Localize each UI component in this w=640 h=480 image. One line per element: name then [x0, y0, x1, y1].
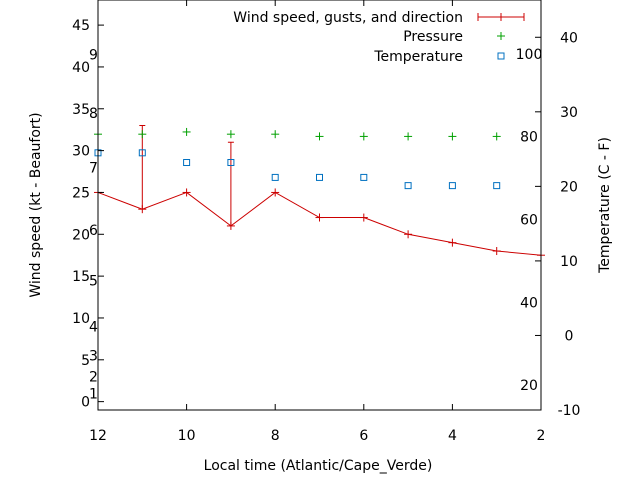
temperature-point: [316, 173, 323, 181]
y2-tick-label: 10: [560, 254, 578, 270]
y-axis-title: Wind speed (kt - Beaufort): [28, 112, 44, 297]
beaufort-label: 4: [89, 319, 98, 335]
gust-bar: [139, 125, 146, 210]
y-tick-label: 40: [72, 60, 90, 76]
y2-tick-label: -10: [558, 403, 581, 419]
fahrenheit-label: 40: [520, 295, 538, 311]
beaufort-label: 2: [89, 370, 98, 386]
x-tick-label: 8: [271, 428, 280, 444]
fahrenheit-label: 80: [520, 130, 538, 146]
fahrenheit-label: 20: [520, 378, 538, 394]
fahrenheit-label: 60: [520, 212, 538, 228]
temperature-point: [138, 149, 146, 157]
wind-point: [182, 188, 191, 197]
legend-swatch-pressure: [497, 32, 505, 40]
pressure-point: [404, 132, 413, 141]
temperature-point: [227, 159, 235, 167]
y-tick-label: 35: [72, 102, 90, 118]
x-axis-title: Local time (Atlantic/Cape_Verde): [204, 458, 433, 474]
legend-label-temperature: Temperature: [373, 49, 463, 65]
y2-axis-title: Temperature (C - F): [597, 137, 613, 274]
wind-line: [97, 191, 542, 256]
temperature-point: [448, 182, 456, 190]
temperature-point: [360, 173, 368, 181]
legend: Wind speed, gusts, and direction Pressur…: [233, 10, 525, 65]
temperature-point: [493, 182, 501, 190]
wind-point: [448, 238, 457, 247]
wind-point: [359, 213, 368, 222]
x-tick-label: 10: [178, 428, 196, 444]
gust-bar: [227, 141, 234, 226]
pressure-point: [271, 130, 280, 139]
pressure-point: [138, 130, 147, 139]
pressure-point: [359, 132, 368, 141]
legend-label-pressure: Pressure: [403, 29, 463, 45]
y-tick-label: 30: [72, 144, 90, 160]
wind-point: [492, 247, 501, 256]
pressure-point: [315, 132, 324, 141]
x-tick-label: 4: [448, 428, 457, 444]
x-tick-label: 6: [359, 428, 368, 444]
legend-label-wind: Wind speed, gusts, and direction: [233, 10, 463, 26]
x-tick-label: 2: [537, 428, 546, 444]
wind-point: [404, 230, 413, 239]
legend-swatch-temperature: [497, 52, 505, 60]
pressure-point: [226, 130, 235, 139]
y-tick-label: 15: [72, 269, 90, 285]
temperature-point: [183, 159, 191, 167]
beaufort-label: 8: [89, 106, 98, 122]
wind-point: [271, 188, 280, 197]
y-tick-label: 45: [72, 18, 90, 34]
beaufort-label: 1: [89, 386, 98, 402]
y2-tick-label: 20: [560, 179, 578, 195]
beaufort-label: 5: [89, 273, 98, 289]
wind-point: [315, 213, 324, 222]
x-tick-label: 12: [89, 428, 107, 444]
beaufort-label: 3: [89, 349, 98, 365]
y-tick-label: 20: [72, 227, 90, 243]
temperature-point: [271, 173, 279, 181]
y-tick-label: 5: [81, 353, 90, 369]
beaufort-label: 7: [89, 160, 98, 176]
pressure-point: [448, 132, 457, 141]
y2-tick-label: 40: [560, 30, 578, 46]
y2-tick-label: 0: [565, 328, 574, 344]
y-tick-label: 10: [72, 311, 90, 327]
beaufort-label: 6: [89, 223, 98, 239]
plot-frame: [97, 0, 542, 411]
y2-tick-label: 30: [560, 105, 578, 121]
beaufort-label: 9: [89, 47, 98, 63]
fahrenheit-label: 100: [516, 47, 543, 63]
y-tick-label: 0: [81, 395, 90, 411]
pressure-point: [492, 132, 501, 141]
series-layer: [94, 125, 545, 260]
axes-layer: 12 10 8 6 4 2051015202530354045123456789-1001…: [72, 0, 580, 444]
temperature-point: [404, 182, 412, 190]
y-tick-label: 25: [72, 185, 90, 201]
pressure-point: [182, 127, 191, 136]
